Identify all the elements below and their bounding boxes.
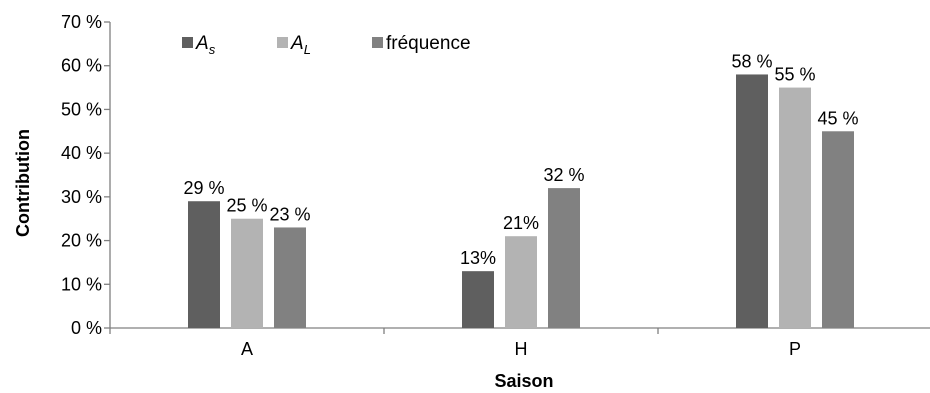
bar	[274, 227, 306, 328]
legend: As AL fréquence	[182, 33, 471, 57]
y-tick-label: 70 %	[61, 12, 102, 32]
x-axis-title: Saison	[494, 371, 553, 391]
y-tick-label: 10 %	[61, 274, 102, 294]
bar	[548, 188, 580, 328]
y-axis: 0 % 10 % 20 % 30 % 40 % 50 % 60 % 70 %	[61, 12, 111, 338]
bar	[231, 218, 263, 328]
bar	[736, 74, 768, 328]
legend-label: fréquence	[386, 33, 471, 54]
bar	[188, 201, 220, 328]
legend-label: As	[195, 33, 216, 57]
data-label: 25 %	[226, 196, 267, 216]
y-tick-label: 60 %	[61, 56, 102, 76]
bar	[505, 236, 537, 328]
legend-label: AL	[290, 33, 311, 57]
data-label: 32 %	[543, 165, 584, 185]
legend-swatch	[277, 37, 288, 48]
x-tick-label: P	[789, 339, 801, 359]
bar	[779, 87, 811, 328]
y-tick-label: 40 %	[61, 143, 102, 163]
x-tick-label: H	[515, 339, 528, 359]
data-label: 29 %	[183, 178, 224, 198]
data-label: 45 %	[817, 108, 858, 128]
data-label: 21%	[503, 213, 539, 233]
y-tick-label: 30 %	[61, 187, 102, 207]
data-label: 55 %	[774, 65, 815, 85]
legend-swatch	[372, 37, 383, 48]
y-axis-title: Contribution	[13, 129, 33, 237]
x-tick-label: A	[241, 339, 253, 359]
legend-swatch	[182, 37, 193, 48]
data-labels: 29 %25 % 23 % 13% 21% 32 % 58 %55 % 45 %	[183, 51, 858, 268]
data-label: 23 %	[269, 204, 310, 224]
bar	[462, 271, 494, 328]
y-tick-label: 50 %	[61, 99, 102, 119]
bar	[822, 131, 854, 328]
data-label: 58 %	[731, 51, 772, 71]
y-tick-label: 0 %	[71, 318, 102, 338]
y-tick-label: 20 %	[61, 231, 102, 251]
bars	[188, 74, 854, 328]
data-label: 13%	[460, 248, 496, 268]
